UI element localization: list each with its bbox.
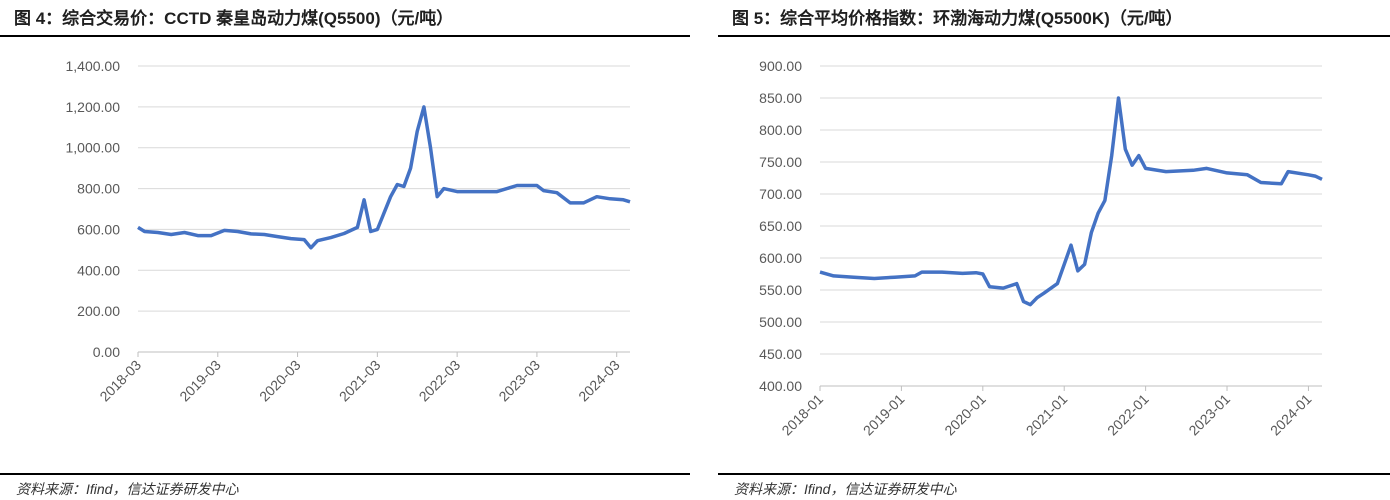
- y-tick-label: 550.00: [759, 282, 802, 298]
- x-tick-label: 2023-03: [495, 357, 543, 405]
- x-tick-label: 2022-01: [1104, 391, 1152, 439]
- y-tick-label: 400.00: [77, 262, 120, 278]
- y-tick-label: 750.00: [759, 154, 802, 170]
- y-tick-label: 500.00: [759, 314, 802, 330]
- chart-title: 图 4：综合交易价：CCTD 秦皇岛动力煤(Q5500)（元/吨）: [14, 8, 453, 28]
- y-tick-label: 1,400.00: [66, 58, 121, 74]
- y-tick-label: 200.00: [77, 303, 120, 319]
- y-tick-label: 850.00: [759, 90, 802, 106]
- y-tick-label: 600.00: [77, 221, 120, 237]
- y-tick-label: 400.00: [759, 378, 802, 394]
- line-series: [137, 105, 631, 250]
- line-series: [819, 96, 1323, 307]
- chart-title: 图 5：综合平均价格指数：环渤海动力煤(Q5500K)（元/吨）: [732, 8, 1183, 28]
- x-tick-label: 2023-01: [1185, 391, 1233, 439]
- source-note: 资料来源：Ifind，信达证券研发中心: [734, 481, 957, 497]
- y-tick-label: 450.00: [759, 346, 802, 362]
- x-tick-label: 2019-01: [860, 391, 908, 439]
- x-tick-label: 2022-03: [416, 357, 464, 405]
- y-tick-label: 600.00: [759, 250, 802, 266]
- y-tick-label: 800.00: [759, 122, 802, 138]
- source-note: 资料来源：Ifind，信达证券研发中心: [16, 481, 239, 497]
- y-tick-label: 1,200.00: [66, 99, 121, 115]
- x-tick-label: 2024-03: [575, 357, 623, 405]
- x-tick-label: 2019-03: [176, 357, 224, 405]
- y-tick-label: 1,000.00: [66, 140, 121, 156]
- x-tick-label: 2020-03: [256, 357, 304, 405]
- y-tick-label: 900.00: [759, 58, 802, 74]
- y-tick-label: 800.00: [77, 181, 120, 197]
- y-tick-label: 0.00: [93, 344, 120, 360]
- x-tick-label: 2021-03: [336, 357, 384, 405]
- y-tick-label: 700.00: [759, 186, 802, 202]
- x-tick-label: 2021-01: [1023, 391, 1071, 439]
- x-tick-label: 2018-01: [778, 391, 826, 439]
- x-tick-label: 2020-01: [941, 391, 989, 439]
- x-tick-label: 2024-01: [1267, 391, 1315, 439]
- x-tick-label: 2018-03: [96, 357, 144, 405]
- y-tick-label: 650.00: [759, 218, 802, 234]
